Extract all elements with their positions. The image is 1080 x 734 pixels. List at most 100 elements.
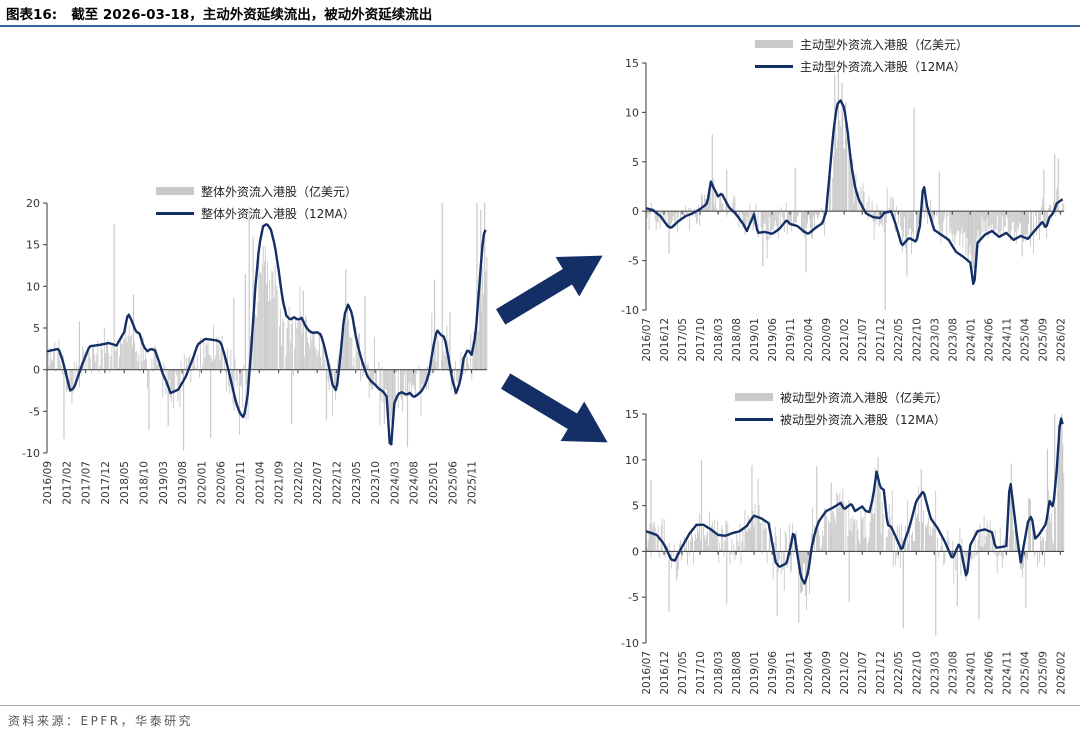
svg-text:2019/11: 2019/11 [785, 318, 797, 362]
source-prefix: 资料来源： [8, 714, 81, 728]
svg-text:2017/10: 2017/10 [695, 318, 707, 362]
svg-text:20: 20 [26, 197, 40, 210]
passive-bars-series [646, 414, 1065, 636]
svg-text:2022/10: 2022/10 [911, 318, 923, 362]
svg-text:-10: -10 [22, 447, 40, 460]
svg-text:2022/10: 2022/10 [911, 651, 923, 695]
arrow-to-active-icon [486, 231, 618, 341]
svg-text:15: 15 [26, 239, 40, 252]
svg-text:2023/03: 2023/03 [929, 651, 941, 695]
legend-row: 被动型外资流入港股（亿美元） [735, 386, 948, 408]
legend-label-active-line: 主动型外资流入港股（12MA） [800, 59, 966, 74]
svg-text:2022/05: 2022/05 [893, 651, 905, 695]
passive-x-axis-labels: 2016/07 2016/12 2017/05 2017/10 2018/03 2018/… [641, 651, 1067, 695]
svg-text:15: 15 [625, 408, 639, 421]
total-chart-legend: 整体外资流入港股（亿美元） 整体外资流入港股（12MA） [156, 180, 357, 224]
svg-text:2017/02: 2017/02 [61, 461, 73, 505]
active-ma-line [645, 99, 1064, 286]
svg-text:2018/05: 2018/05 [119, 461, 131, 505]
legend-row: 被动型外资流入港股（12MA） [735, 408, 948, 430]
active-y-axis-labels: 15 10 5 0 -5 -10 [621, 57, 639, 317]
svg-text:2024/06: 2024/06 [983, 318, 995, 362]
svg-text:2018/03: 2018/03 [713, 651, 725, 695]
total-axes [43, 202, 487, 454]
svg-text:2020/01: 2020/01 [196, 461, 208, 505]
svg-text:2025/01: 2025/01 [428, 461, 440, 505]
svg-text:2023/10: 2023/10 [370, 461, 382, 505]
svg-text:-10: -10 [621, 637, 639, 650]
active-axes [642, 62, 1064, 311]
svg-text:2024/03: 2024/03 [389, 461, 401, 505]
svg-text:2019/01: 2019/01 [749, 318, 761, 362]
svg-text:2022/07: 2022/07 [312, 461, 324, 505]
svg-text:5: 5 [632, 156, 639, 169]
svg-text:2025/11: 2025/11 [467, 461, 479, 505]
total-x-axis-labels: 2016/09 2017/02 2017/07 2017/12 2018/05 2018/… [42, 461, 479, 505]
source-text: EPFR，华泰研究 [80, 714, 194, 728]
svg-text:0: 0 [33, 364, 40, 377]
svg-text:2020/04: 2020/04 [803, 651, 815, 695]
svg-text:2025/06: 2025/06 [447, 461, 459, 505]
svg-text:2024/01: 2024/01 [965, 318, 977, 362]
svg-text:-10: -10 [621, 304, 639, 317]
figure-title-text: 截至 2026-03-18，主动外资延续流出，被动外资延续流出 [71, 7, 433, 23]
svg-text:2023/08: 2023/08 [947, 651, 959, 695]
title-divider [0, 25, 1080, 27]
svg-text:2021/09: 2021/09 [274, 461, 286, 505]
svg-text:2021/07: 2021/07 [857, 318, 869, 362]
svg-text:10: 10 [625, 106, 639, 119]
active-chart-legend: 主动型外资流入港股（亿美元） 主动型外资流入港股（12MA） [755, 33, 968, 77]
svg-text:2016/07: 2016/07 [641, 651, 653, 695]
svg-text:2019/11: 2019/11 [785, 651, 797, 695]
legend-row: 整体外资流入港股（亿美元） [156, 180, 357, 202]
svg-text:2017/12: 2017/12 [100, 461, 112, 505]
passive-ma-line [645, 417, 1064, 585]
svg-text:2021/02: 2021/02 [839, 651, 851, 695]
legend-label-passive-bar: 被动型外资流入港股（亿美元） [780, 390, 949, 405]
svg-text:2023/03: 2023/03 [929, 318, 941, 362]
bar-swatch-icon [156, 187, 194, 195]
svg-text:5: 5 [632, 500, 639, 513]
svg-text:2019/06: 2019/06 [767, 318, 779, 362]
svg-text:2023/05: 2023/05 [351, 461, 363, 505]
svg-text:2020/09: 2020/09 [821, 318, 833, 362]
svg-text:2018/10: 2018/10 [138, 461, 150, 505]
svg-text:2023/08: 2023/08 [947, 318, 959, 362]
svg-text:2019/01: 2019/01 [749, 651, 761, 695]
svg-text:10: 10 [625, 454, 639, 467]
svg-text:2025/04: 2025/04 [1019, 651, 1031, 695]
arrow-to-passive-icon [491, 357, 623, 467]
line-swatch-icon [735, 417, 773, 421]
legend-row: 主动型外资流入港股（12MA） [755, 55, 968, 77]
svg-text:2017/07: 2017/07 [81, 461, 93, 505]
legend-row: 整体外资流入港股（12MA） [156, 202, 357, 224]
legend-label-active-bar: 主动型外资流入港股（亿美元） [800, 37, 969, 52]
svg-text:0: 0 [632, 205, 639, 218]
svg-text:2016/09: 2016/09 [42, 461, 54, 505]
legend-row: 主动型外资流入港股（亿美元） [755, 33, 968, 55]
svg-text:5: 5 [33, 322, 40, 335]
svg-text:2017/05: 2017/05 [677, 318, 689, 362]
svg-text:2020/06: 2020/06 [216, 461, 228, 505]
svg-text:2021/02: 2021/02 [839, 318, 851, 362]
svg-text:-5: -5 [628, 591, 639, 604]
legend-label-passive-line: 被动型外资流入港股（12MA） [780, 412, 946, 427]
svg-text:2019/06: 2019/06 [767, 651, 779, 695]
svg-text:2025/09: 2025/09 [1037, 651, 1049, 695]
total-y-axis-labels: 20 15 10 5 0 -5 -10 [22, 197, 40, 460]
svg-text:10: 10 [26, 280, 40, 293]
svg-text:2017/05: 2017/05 [677, 651, 689, 695]
svg-text:2021/12: 2021/12 [875, 651, 887, 695]
line-swatch-icon [755, 64, 793, 68]
svg-text:2016/12: 2016/12 [659, 318, 671, 362]
svg-text:2025/09: 2025/09 [1037, 318, 1049, 362]
passive-axes [642, 413, 1064, 644]
svg-text:2018/03: 2018/03 [713, 318, 725, 362]
figure-title-label: 图表16: [6, 7, 58, 23]
svg-text:15: 15 [625, 57, 639, 70]
svg-text:0: 0 [632, 545, 639, 558]
svg-text:2018/08: 2018/08 [731, 651, 743, 695]
svg-text:2024/11: 2024/11 [1001, 651, 1013, 695]
